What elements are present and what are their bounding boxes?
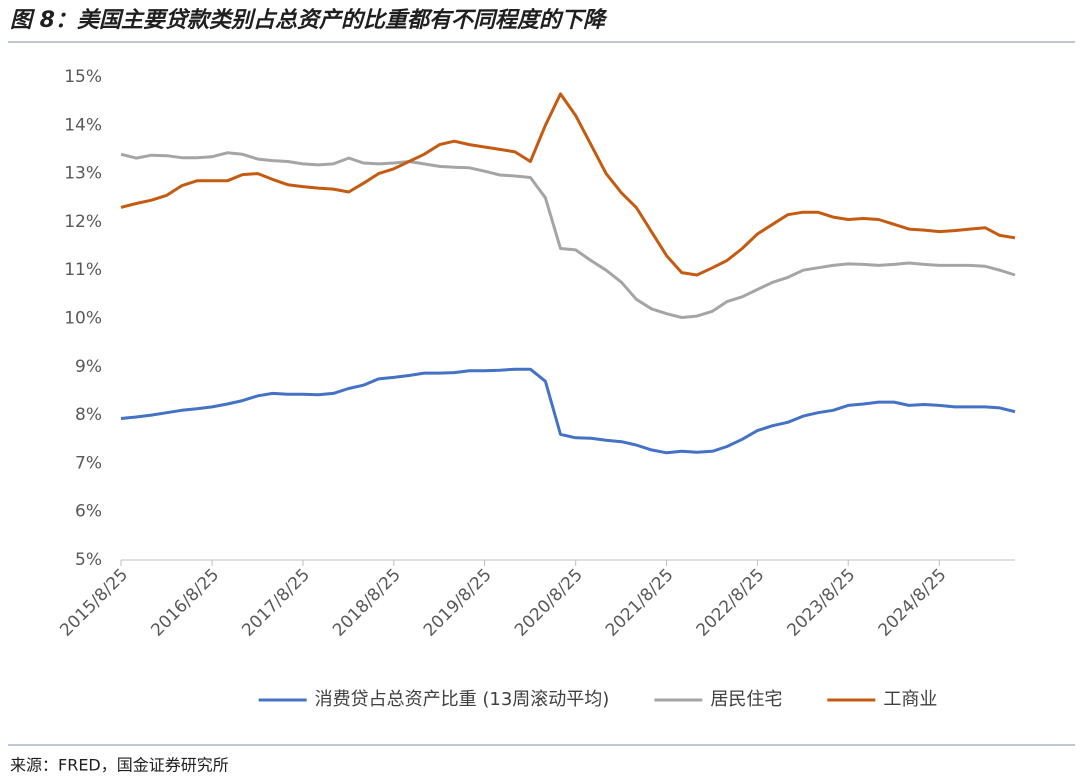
- legend-label: 工商业: [883, 689, 937, 710]
- y-tick-label: 7%: [75, 453, 102, 473]
- x-tick-label: 2023/8/25: [784, 565, 860, 641]
- y-tick-label: 12%: [64, 212, 102, 232]
- x-tick-label: 2015/8/25: [56, 565, 132, 641]
- x-tick-label: 2020/8/25: [511, 565, 587, 641]
- y-tick-label: 15%: [64, 67, 102, 87]
- series-line: [120, 151, 1016, 319]
- y-tick-label: 11%: [64, 260, 102, 280]
- x-tick-label: 2021/8/25: [602, 565, 678, 641]
- x-tick-label: 2017/8/25: [238, 565, 314, 641]
- x-tick-label: 2022/8/25: [693, 565, 769, 641]
- y-tick-label: 5%: [75, 550, 102, 570]
- source-note: 来源：FRED，国金证券研究所: [10, 756, 229, 775]
- series-line: [120, 367, 1016, 455]
- y-tick-label: 14%: [64, 115, 102, 135]
- y-tick-label: 9%: [75, 357, 102, 377]
- y-tick-label: 8%: [75, 405, 102, 425]
- y-tick-label: 6%: [75, 502, 102, 522]
- x-tick-label: 2019/8/25: [420, 565, 496, 641]
- x-tick-label: 2016/8/25: [147, 565, 223, 641]
- legend-label: 消费贷占总资产比重 (13周滚动平均): [315, 689, 610, 710]
- x-tick-label: 2018/8/25: [329, 565, 405, 641]
- y-tick-label: 13%: [64, 164, 102, 184]
- y-tick-label: 10%: [64, 309, 102, 329]
- legend-label: 居民住宅: [710, 689, 782, 710]
- chart-title: 图 8：美国主要贷款类别占总资产的比重都有不同程度的下降: [10, 7, 608, 33]
- series-line: [120, 92, 1016, 277]
- x-tick-label: 2024/8/25: [875, 565, 951, 641]
